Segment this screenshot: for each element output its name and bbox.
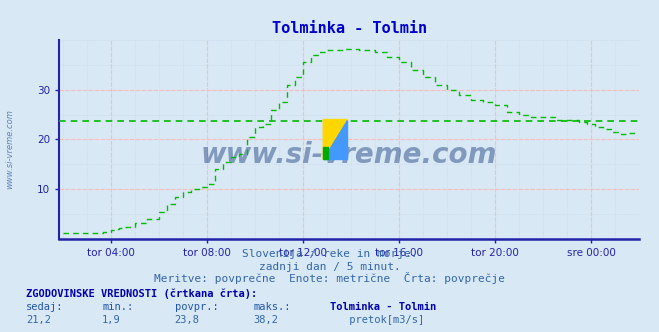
Polygon shape	[324, 120, 347, 159]
Text: min.:: min.:	[102, 302, 133, 312]
Text: 38,2: 38,2	[254, 315, 279, 325]
Text: 21,2: 21,2	[26, 315, 51, 325]
Polygon shape	[324, 120, 347, 159]
Text: Tolminka - Tolmin: Tolminka - Tolmin	[330, 302, 436, 312]
Text: Slovenija / reke in morje.: Slovenija / reke in morje.	[242, 249, 417, 259]
Text: zadnji dan / 5 minut.: zadnji dan / 5 minut.	[258, 262, 401, 272]
Text: povpr.:: povpr.:	[175, 302, 218, 312]
Text: 23,8: 23,8	[175, 315, 200, 325]
Text: www.si-vreme.com: www.si-vreme.com	[5, 110, 14, 189]
Text: 1,9: 1,9	[102, 315, 121, 325]
Text: ZGODOVINSKE VREDNOSTI (črtkana črta):: ZGODOVINSKE VREDNOSTI (črtkana črta):	[26, 289, 258, 299]
Text: www.si-vreme.com: www.si-vreme.com	[201, 141, 498, 169]
Text: pretok[m3/s]: pretok[m3/s]	[343, 315, 424, 325]
Text: Meritve: povprečne  Enote: metrične  Črta: povprečje: Meritve: povprečne Enote: metrične Črta:…	[154, 272, 505, 284]
Text: sedaj:: sedaj:	[26, 302, 64, 312]
Text: maks.:: maks.:	[254, 302, 291, 312]
Polygon shape	[324, 147, 328, 159]
Title: Tolminka - Tolmin: Tolminka - Tolmin	[272, 21, 427, 36]
